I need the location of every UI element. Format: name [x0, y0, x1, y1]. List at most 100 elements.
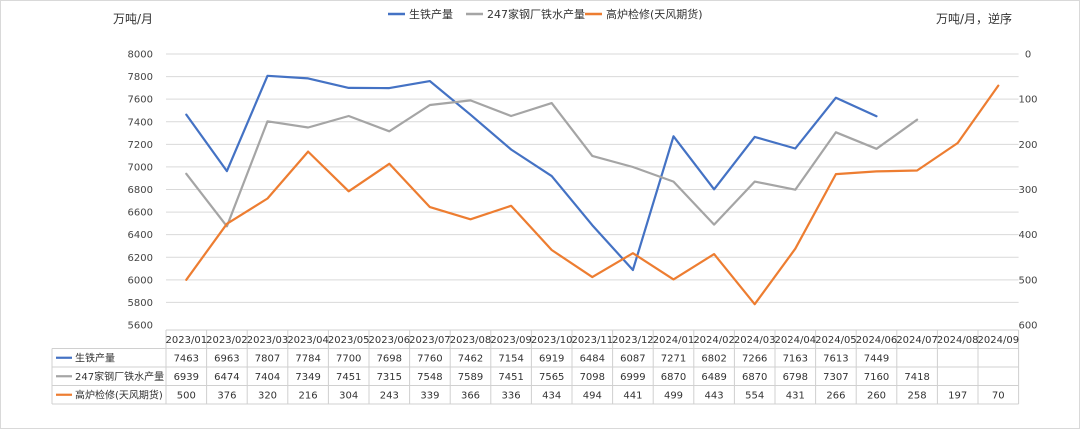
table-cell: 197 [948, 391, 967, 402]
left-tick-label: 7000 [128, 162, 153, 173]
table-cell: 7807 [255, 354, 280, 365]
table-header-cell: 2024/03 [734, 335, 776, 346]
table-cell: 7315 [377, 372, 402, 383]
table-cell: 7418 [904, 372, 929, 383]
right-tick-label: 600 [1018, 321, 1037, 332]
left-tick-label: 5800 [128, 298, 153, 309]
right-tick-label: 300 [1018, 185, 1037, 196]
table-cell: 6870 [742, 372, 767, 383]
table-header-cell: 2024/06 [856, 335, 898, 346]
left-tick-label: 7200 [128, 140, 153, 151]
table-header-cell: 2024/09 [978, 335, 1020, 346]
table-cell: 6939 [174, 372, 199, 383]
left-tick-label: 5600 [128, 321, 153, 332]
table-cell: 376 [217, 391, 236, 402]
table-cell: 7307 [823, 372, 848, 383]
table-cell: 6802 [701, 354, 726, 365]
table-cell: 6870 [661, 372, 686, 383]
table-header-cell: 2023/11 [572, 335, 614, 346]
table-cell: 336 [502, 391, 521, 402]
table-cell: 6489 [701, 372, 726, 383]
right-tick-label: 100 [1018, 95, 1037, 106]
table-cell: 7160 [864, 372, 889, 383]
series-line-1 [185, 74, 878, 272]
table-cell: 216 [299, 391, 318, 402]
right-axis: 0 100 200 300 400 500 600 [1018, 50, 1037, 332]
table-header-cell: 2023/12 [612, 335, 654, 346]
table-header-cell: 2024/07 [896, 335, 938, 346]
legend: 生铁产量 247家钢厂铁水产量 高炉检修(天风期货) [388, 7, 703, 21]
table-cell: 7463 [174, 354, 199, 365]
left-tick-label: 8000 [128, 50, 153, 61]
table-cell: 441 [623, 391, 642, 402]
left-tick-label: 6800 [128, 185, 153, 196]
table-cell: 6963 [214, 354, 239, 365]
table-row-label: 高炉检修(天风期货) [75, 389, 163, 402]
table-cell: 266 [826, 391, 845, 402]
table-cell: 258 [908, 391, 927, 402]
table-header-cell: 2023/05 [328, 335, 370, 346]
table-cell: 243 [380, 391, 399, 402]
table-cell: 6919 [539, 354, 564, 365]
table-cell: 7613 [823, 354, 848, 365]
series-line-2 [185, 99, 919, 228]
table-cell: 7404 [255, 372, 280, 383]
table-header-cell: 2023/02 [206, 335, 248, 346]
table-cell: 443 [705, 391, 724, 402]
table-cell: 499 [664, 391, 683, 402]
table-cell: 7760 [417, 354, 442, 365]
table-row-label: 生铁产量 [75, 352, 115, 365]
table-cell: 7548 [417, 372, 442, 383]
table-header-cell: 2023/10 [531, 335, 573, 346]
table-cell: 494 [583, 391, 602, 402]
table-cell: 7154 [498, 354, 523, 365]
table-row-label: 247家钢厂铁水产量 [75, 370, 164, 383]
left-tick-label: 6000 [128, 275, 153, 286]
table-cell: 6474 [214, 372, 239, 383]
table-cell: 7266 [742, 354, 767, 365]
left-tick-label: 7600 [128, 95, 153, 106]
table-header-cell: 2023/01 [166, 335, 208, 346]
legend-item: 生铁产量 [409, 7, 453, 21]
table-cell: 6999 [620, 372, 645, 383]
table-header-cell: 2023/08 [450, 335, 492, 346]
table-cell: 7462 [458, 354, 483, 365]
left-tick-label: 6200 [128, 253, 153, 264]
table-header-cell: 2024/02 [693, 335, 735, 346]
right-tick-label: 500 [1018, 275, 1037, 286]
table-cell: 7589 [458, 372, 483, 383]
table-cell: 7698 [377, 354, 402, 365]
series-lines [185, 74, 1000, 306]
table-header-cell: 2024/04 [775, 335, 817, 346]
table-cell: 554 [745, 391, 764, 402]
table-header-cell: 2023/07 [409, 335, 451, 346]
gridlines [166, 53, 1019, 303]
table-cell: 7271 [661, 354, 686, 365]
table-cell: 434 [542, 391, 561, 402]
table-cell: 7565 [539, 372, 564, 383]
table-cell: 7349 [295, 372, 320, 383]
left-tick-label: 7800 [128, 72, 153, 83]
left-tick-label: 6400 [128, 230, 153, 241]
table-cell: 7451 [498, 372, 523, 383]
left-axis: 5600 5800 6000 6200 6400 6600 6800 7000 7200 7400… [128, 50, 153, 332]
table-header-cell: 2024/08 [937, 335, 979, 346]
table-cell: 431 [786, 391, 805, 402]
table-cell: 70 [992, 391, 1005, 402]
table-header-cell: 2023/03 [247, 335, 289, 346]
left-tick-label: 7400 [128, 117, 153, 128]
table-cell: 6484 [580, 354, 605, 365]
table-cell: 366 [461, 391, 480, 402]
table-header-cell: 2023/04 [287, 335, 329, 346]
table-cell: 304 [339, 391, 358, 402]
series-line-3 [185, 84, 1000, 306]
table-cell: 260 [867, 391, 886, 402]
right-unit-label: 万吨/月，逆序 [936, 11, 1012, 26]
table-cell: 7451 [336, 372, 361, 383]
table-header-cell: 2024/05 [815, 335, 857, 346]
table-cell: 7098 [580, 372, 605, 383]
table-cell: 500 [177, 391, 196, 402]
table-cell: 7784 [295, 354, 320, 365]
left-unit-label: 万吨/月 [113, 12, 153, 26]
